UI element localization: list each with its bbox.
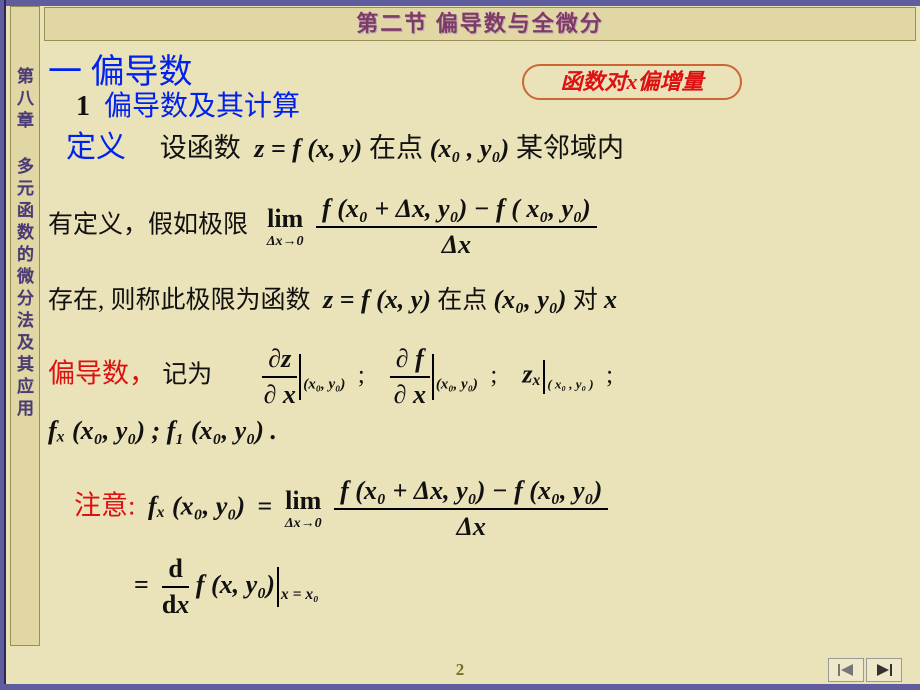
notation-1: ∂z ∂ x [262,344,297,410]
remark-fraction: f (x₀ + Δx, y₀) − f (x₀, y₀) Δx [334,476,608,542]
def-label: 定义 [66,131,126,164]
titlebar-text: 第二节 偏导数与全微分 [356,11,604,36]
callout-bubble: 函数对x偏增量 [522,64,742,100]
callout-text: 函数对x偏增量 [560,69,703,94]
deriv-line: = d dx f (x, y₀)x = x₀ [134,554,319,620]
lim-fraction: f (x₀ + Δx, y₀) − f ( x₀, y₀) Δx [316,194,597,260]
nav-next-button[interactable] [866,658,902,682]
notation-2: ∂ f ∂ x [390,344,430,410]
sidebar-text: 第八章 多元函数的微分法及其应用 [11,7,36,421]
line-notation: 偏导数， 记为 ∂z ∂ x (x₀, y₀) ; ∂ f ∂ x (x₀, y… [48,344,613,410]
page-number: 2 [0,660,920,680]
frame-top [0,0,920,6]
nav-prev-button[interactable] [828,658,864,682]
line-limit: 有定义，假如极限 lim Δx→0 f (x₀ + Δx, y₀) − f ( … [48,194,597,260]
frame-bottom [0,684,920,690]
remark-line: 注意: fₓ (x₀, y₀) = lim Δx→0 f (x₀ + Δx, y… [74,476,608,542]
notation-3: zₓ [522,360,541,389]
line-def: 定义 设函数 z = f (x, y) 在点 (x₀ , y₀) 某邻域内 [66,122,624,166]
partial-deriv-label: 偏导数， [48,359,156,389]
lim-block: lim Δx→0 [267,204,304,250]
subheading-1: 1 偏导数及其计算 [76,84,300,124]
frame-left [0,0,6,690]
next-icon [876,663,892,677]
prev-icon [838,663,854,677]
titlebar: 第二节 偏导数与全微分 [44,7,916,41]
sidebar: 第八章 多元函数的微分法及其应用 [10,6,40,646]
line-3: 存在, 则称此极限为函数 z = f (x, y) 在点 (x₀, y₀) 对 … [48,280,617,316]
line-5: fₓ (x₀, y₀) ; f₁ (x₀, y₀) . [48,416,277,446]
nav [828,658,902,682]
remark-label: 注意: [74,491,136,521]
content: 函数对x偏增量 一 偏导数 1 偏导数及其计算 定义 设函数 z = f (x,… [48,44,908,648]
